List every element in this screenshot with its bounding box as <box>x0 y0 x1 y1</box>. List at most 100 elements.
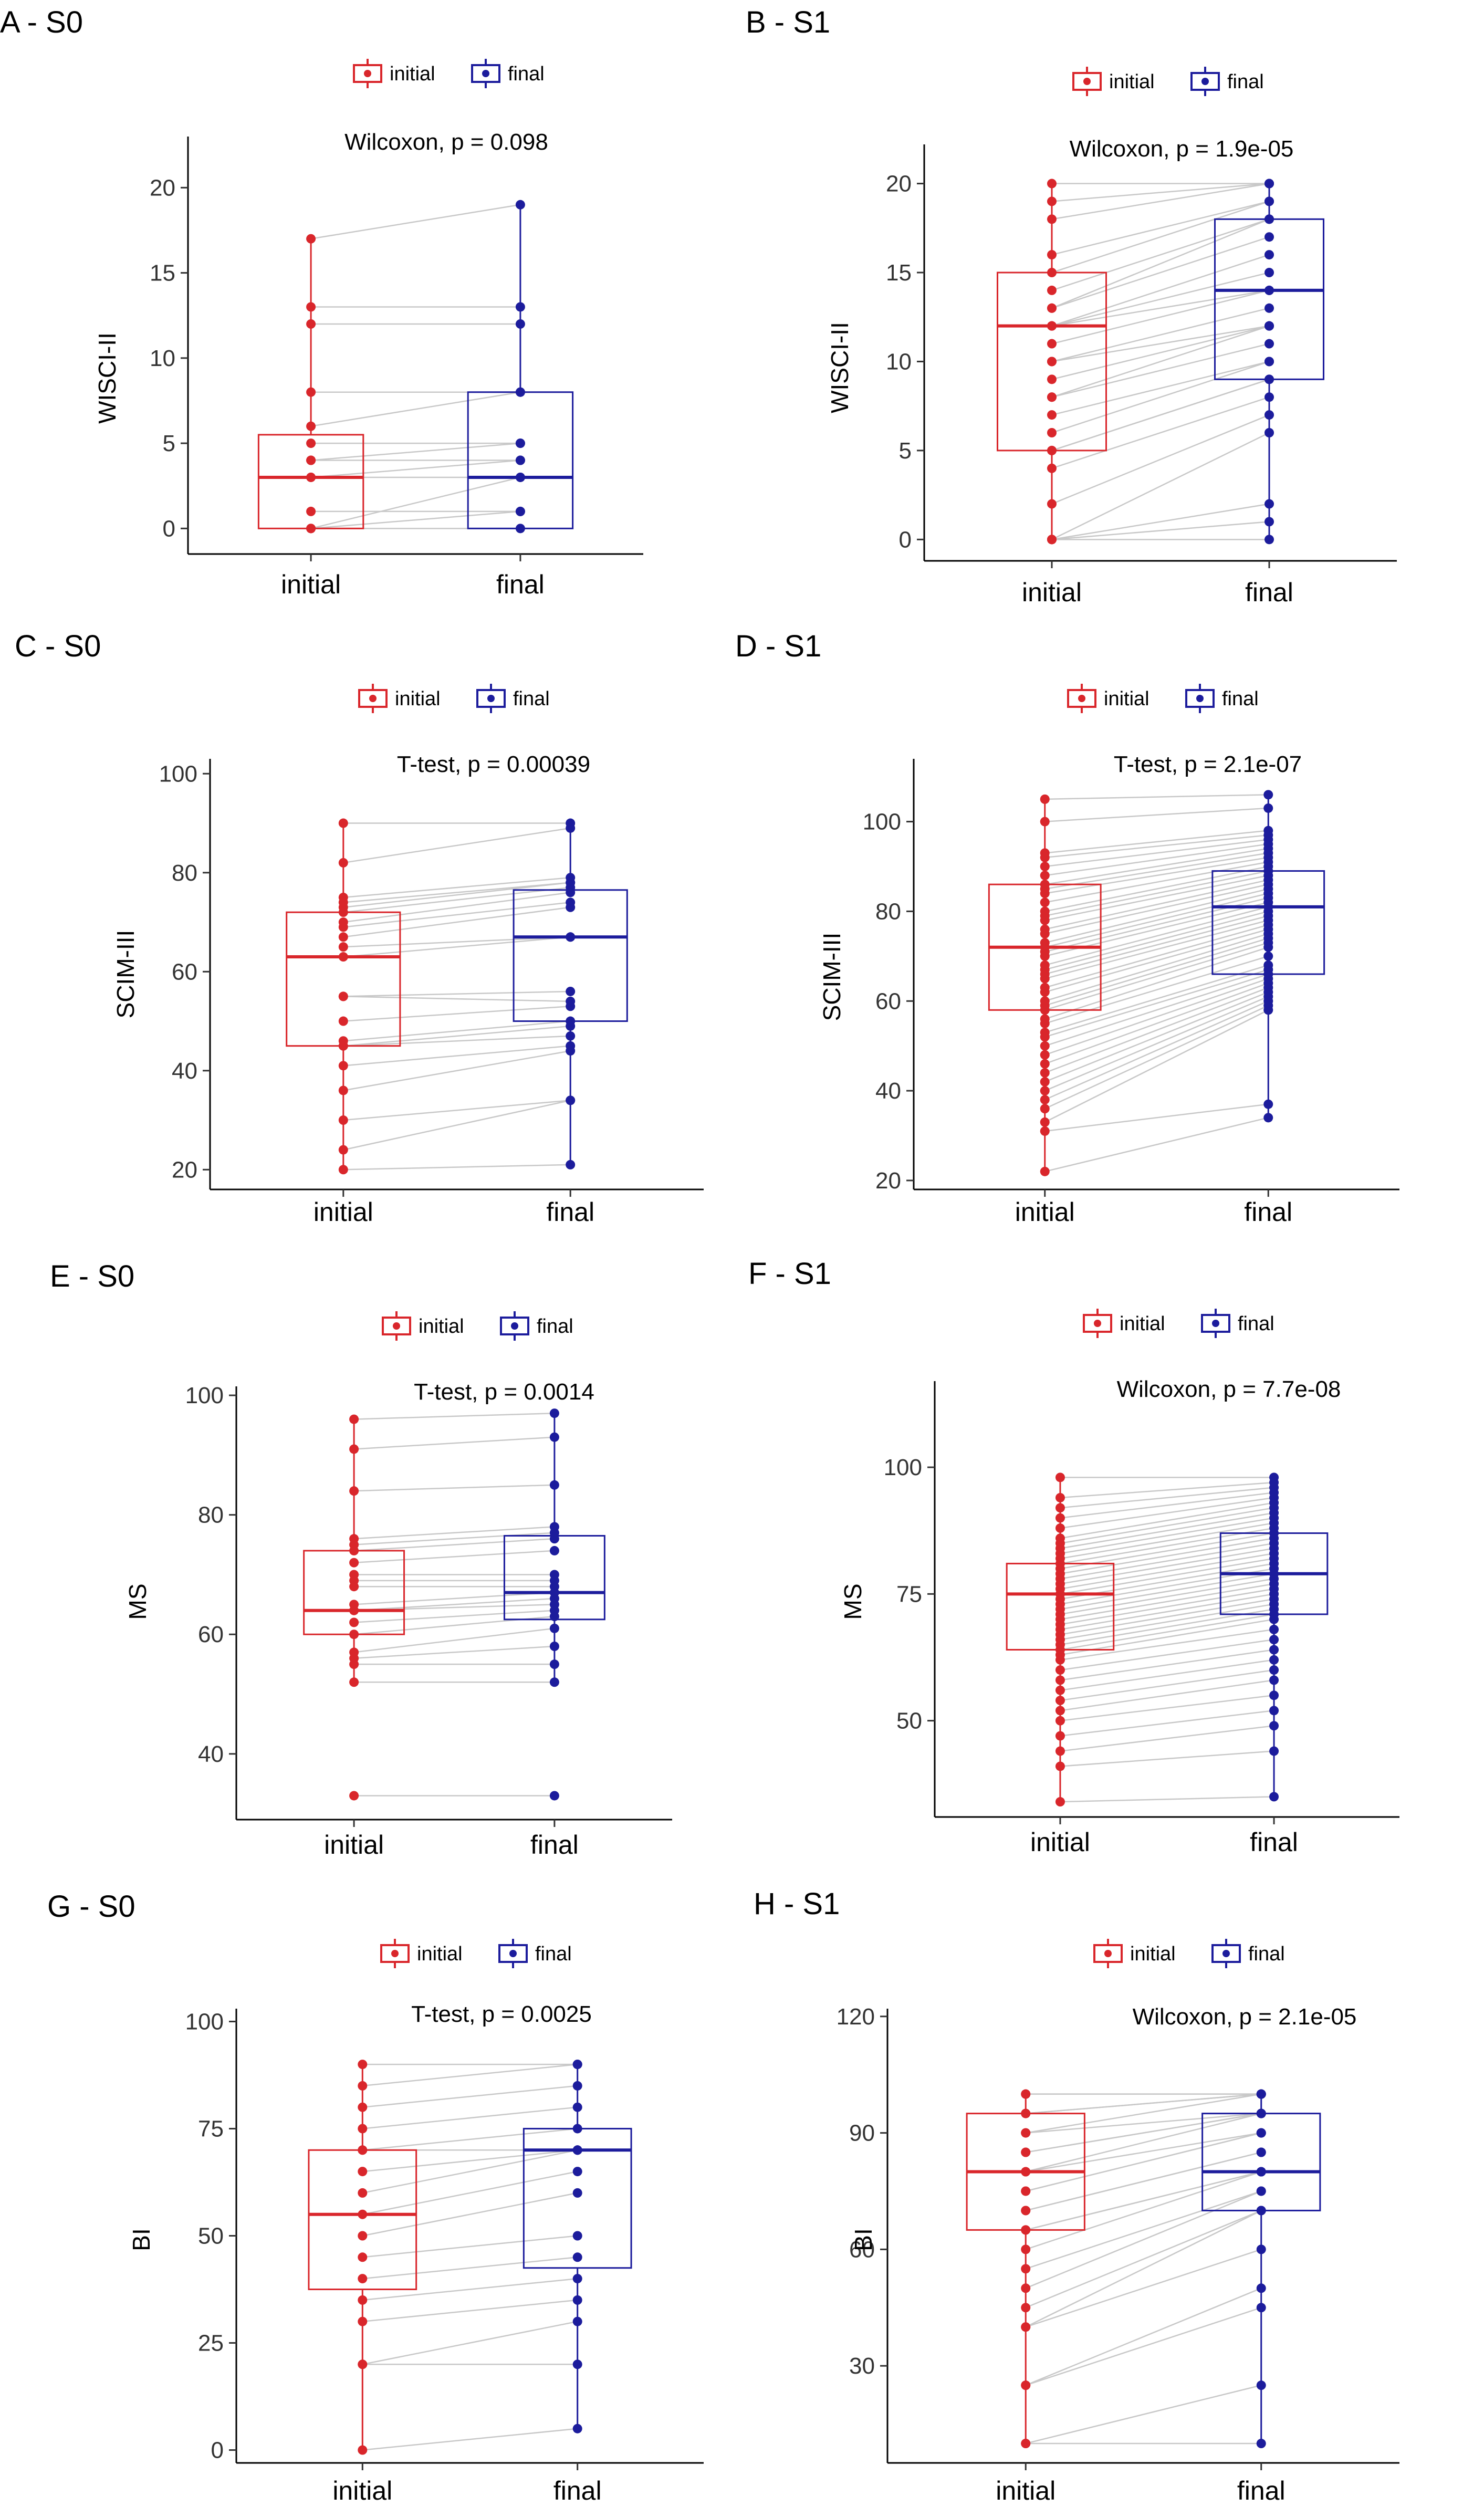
point-initial <box>349 1630 359 1639</box>
legend-key-point <box>1222 1950 1230 1957</box>
point-final <box>1269 1635 1279 1645</box>
point-initial <box>349 1605 359 1615</box>
pair-line <box>343 882 571 903</box>
point-initial <box>338 1016 348 1026</box>
point-initial <box>1021 2186 1031 2196</box>
point-final <box>1264 232 1274 242</box>
point-initial <box>1047 535 1057 545</box>
point-final <box>515 302 525 312</box>
pair-line <box>1051 343 1270 398</box>
point-final <box>566 887 576 897</box>
panel-label: D - S1 <box>735 629 821 663</box>
y-tick-label: 10 <box>886 349 912 374</box>
legend-entry-final: final <box>537 1315 573 1338</box>
chart-panel-h: H - S1 initial final Wilcoxon, p = 2.1e-05 3… <box>754 1887 1399 2505</box>
y-tick-label: 60 <box>172 959 197 985</box>
point-initial <box>306 319 316 329</box>
point-initial <box>349 1791 359 1801</box>
legend: initial final <box>380 1939 572 1968</box>
pair-line <box>1060 1573 1274 1610</box>
pair-line <box>1025 2171 1262 2231</box>
y-axis-label: MS <box>839 1584 866 1620</box>
pair-line <box>362 2235 578 2258</box>
pair-line <box>1060 1710 1274 1737</box>
panel-label: G - S0 <box>47 1889 135 1924</box>
point-initial <box>358 2145 368 2155</box>
pair-line <box>1060 1603 1274 1641</box>
pair-line <box>1044 834 1269 859</box>
point-initial <box>1055 1685 1065 1695</box>
y-tick-label: 20 <box>886 171 912 197</box>
pair-line <box>310 459 521 478</box>
legend-entry-final: final <box>513 688 550 710</box>
point-final <box>1264 499 1274 509</box>
point-initial <box>1047 463 1057 473</box>
point-initial <box>1040 817 1050 827</box>
point-final <box>515 524 525 534</box>
pair-line <box>1044 969 1269 1038</box>
pair-line <box>343 902 571 928</box>
legend-entry-final: final <box>1222 688 1259 710</box>
point-initial <box>1040 1104 1050 1114</box>
point-final <box>1269 1675 1279 1685</box>
y-tick-label: 100 <box>884 1455 922 1480</box>
pair-line <box>362 2299 578 2322</box>
point-initial <box>1040 1050 1050 1060</box>
legend-entry-initial: initial <box>1120 1313 1165 1335</box>
legend-entry-initial: initial <box>390 63 435 85</box>
x-category-initial: initial <box>1030 1827 1090 1857</box>
x-category-initial: initial <box>332 2476 392 2505</box>
point-initial <box>338 1115 348 1125</box>
pair-line <box>362 2192 578 2237</box>
pair-line <box>1044 933 1269 1002</box>
point-final <box>1256 2147 1266 2157</box>
point-final <box>1264 392 1274 402</box>
x-category-final: final <box>530 1830 579 1860</box>
point-final <box>1264 268 1274 277</box>
y-tick-label: 20 <box>172 1157 197 1183</box>
point-initial <box>1040 871 1050 881</box>
point-initial <box>1040 1059 1050 1069</box>
y-tick-label: 5 <box>163 431 175 456</box>
pair-line <box>1051 201 1270 274</box>
pair-line <box>1051 521 1270 540</box>
point-initial <box>338 942 348 952</box>
pair-line <box>362 2063 578 2087</box>
point-initial <box>1047 445 1057 455</box>
y-tick-label: 100 <box>185 1383 224 1408</box>
pair-line <box>1060 1598 1274 1635</box>
x-category-final: final <box>1245 578 1293 607</box>
pair-line <box>1044 874 1269 921</box>
pair-line <box>1060 1618 1274 1656</box>
point-initial <box>1055 1655 1065 1665</box>
point-initial <box>1055 1523 1065 1533</box>
point-initial <box>1055 1761 1065 1771</box>
pair-line <box>1060 1669 1274 1701</box>
pair-line <box>1025 2307 1262 2386</box>
point-final <box>1256 2303 1266 2313</box>
pair-line <box>343 996 571 1002</box>
pair-line <box>354 1610 555 1623</box>
pair-line <box>1025 2113 1262 2173</box>
y-tick-label: 15 <box>150 260 175 286</box>
pair-line <box>1060 1583 1274 1620</box>
pair-line <box>1044 843 1269 876</box>
point-final <box>1264 321 1274 331</box>
point-final <box>1264 535 1274 545</box>
legend-key-point <box>1212 1320 1219 1327</box>
pair-line <box>354 1436 555 1450</box>
point-initial <box>1040 1126 1050 1136</box>
pair-line <box>1060 1558 1274 1595</box>
pair-line <box>1025 2384 1262 2445</box>
legend-key-box <box>382 1317 411 1335</box>
point-final <box>549 1642 559 1651</box>
test-annotation: T-test, p = 0.0014 <box>414 1379 594 1405</box>
point-final <box>515 200 525 210</box>
legend: initial final <box>1093 1939 1285 1968</box>
pair-line <box>1044 1005 1269 1110</box>
point-initial <box>1040 1095 1050 1105</box>
point-initial <box>1021 2206 1031 2216</box>
y-tick-label: 75 <box>896 1581 922 1607</box>
point-initial <box>349 1677 359 1687</box>
pair-line <box>362 2128 578 2151</box>
